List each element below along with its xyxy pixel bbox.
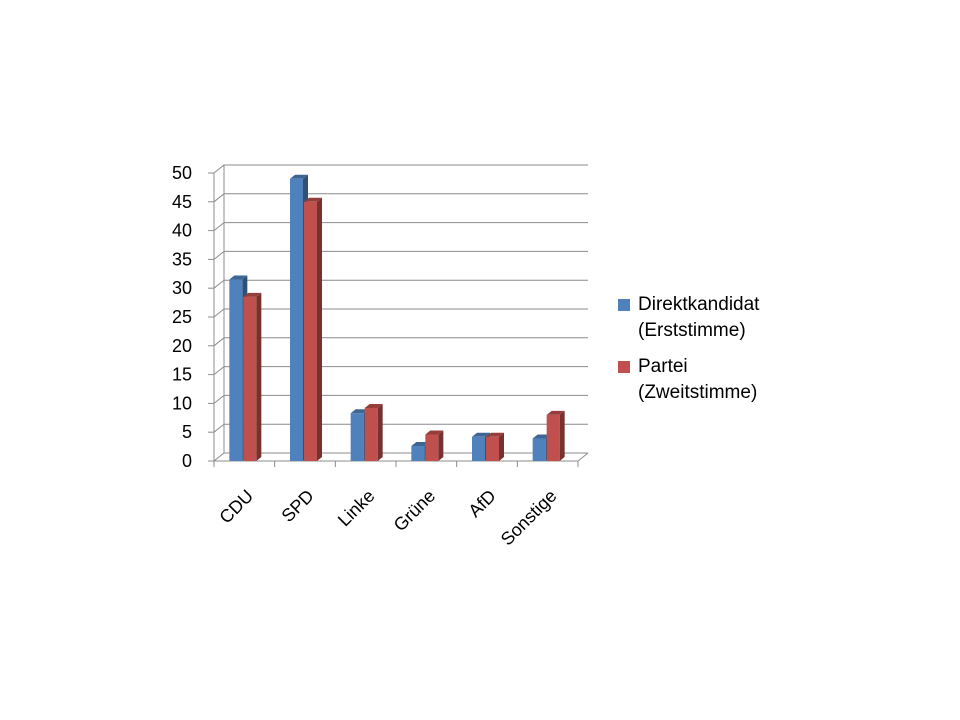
x-category-label: Linke <box>334 486 379 531</box>
bar-spd-zweitstimme <box>304 197 322 462</box>
legend: Direktkandidat (Erststimme) Partei (Zwei… <box>618 292 818 416</box>
gridline <box>213 394 588 404</box>
legend-label: Direktkandidat (Erststimme) <box>638 294 760 341</box>
bar-side <box>499 432 504 461</box>
bar-front <box>486 436 499 461</box>
gridline <box>213 250 588 260</box>
grid <box>213 164 588 462</box>
y-tick-label: 35 <box>172 249 192 269</box>
y-tick-label: 30 <box>172 278 192 298</box>
gridline <box>213 366 588 375</box>
bar-front <box>364 408 378 461</box>
bar-sonstige-zweitstimme <box>546 410 565 461</box>
gridline <box>213 423 588 433</box>
gridline <box>213 452 588 462</box>
y-tick-label: 50 <box>172 163 192 183</box>
legend-item-direktkandidat: Direktkandidat (Erststimme) <box>618 292 818 344</box>
bar-top <box>411 442 430 447</box>
bar-top <box>290 174 308 179</box>
x-category-label: Sonstige <box>497 486 561 550</box>
bar-linke-zweitstimme <box>364 404 383 461</box>
bar-side <box>317 197 322 462</box>
gridline <box>213 308 588 318</box>
gridline <box>213 222 588 231</box>
bar-top <box>350 409 369 414</box>
y-tick-label: 0 <box>182 451 192 471</box>
bar-front <box>472 436 485 461</box>
bar-top <box>486 432 504 437</box>
x-category-label: CDU <box>215 486 257 528</box>
bar-afd-zweitstimme <box>486 432 504 461</box>
y-tick-label: 15 <box>172 365 192 385</box>
y-tick-label: 20 <box>172 336 192 356</box>
x-axis <box>214 452 589 462</box>
y-tick-label: 10 <box>172 393 192 413</box>
bar-side <box>377 404 383 461</box>
bar-cdu-zweitstimme <box>243 292 262 461</box>
legend-label: Partei (Zweitstimme) <box>638 356 758 403</box>
bar-front <box>546 414 560 461</box>
bar-side <box>559 410 565 461</box>
bar-front <box>350 413 364 461</box>
bar-top <box>472 432 490 437</box>
y-tick-label: 45 <box>172 192 192 212</box>
x-category-label: Grüne <box>390 486 440 536</box>
bar-top <box>229 275 248 280</box>
gridline <box>213 193 588 203</box>
y-tick-label: 40 <box>172 221 192 241</box>
bar-front <box>229 279 243 461</box>
axes <box>208 165 589 467</box>
legend-item-partei: Partei (Zweitstimme) <box>618 354 818 406</box>
bar-front <box>243 296 257 461</box>
bar-front <box>532 438 546 461</box>
bar-side <box>256 292 262 461</box>
y-tick-label: 5 <box>182 422 192 442</box>
bars <box>229 174 565 462</box>
x-category-label: AfD <box>464 486 499 521</box>
bar-top <box>304 197 322 202</box>
bar-grüne-zweitstimme <box>425 430 444 461</box>
bar-front <box>290 178 303 461</box>
bar-front <box>411 446 425 461</box>
bar-side <box>438 430 444 461</box>
gridline <box>213 337 588 347</box>
bar-front <box>425 434 439 461</box>
gridline <box>213 164 588 174</box>
bar-front <box>304 201 317 462</box>
bar-top <box>546 410 565 415</box>
legend-swatch-red <box>618 361 630 373</box>
bar-top <box>532 434 551 439</box>
legend-swatch-blue <box>618 299 630 311</box>
bar-top <box>364 404 383 409</box>
y-tick-label: 25 <box>172 307 192 327</box>
gridline <box>213 279 588 289</box>
x-category-label: SPD <box>278 486 318 526</box>
bar-top <box>425 430 444 435</box>
bar-top <box>243 292 262 297</box>
